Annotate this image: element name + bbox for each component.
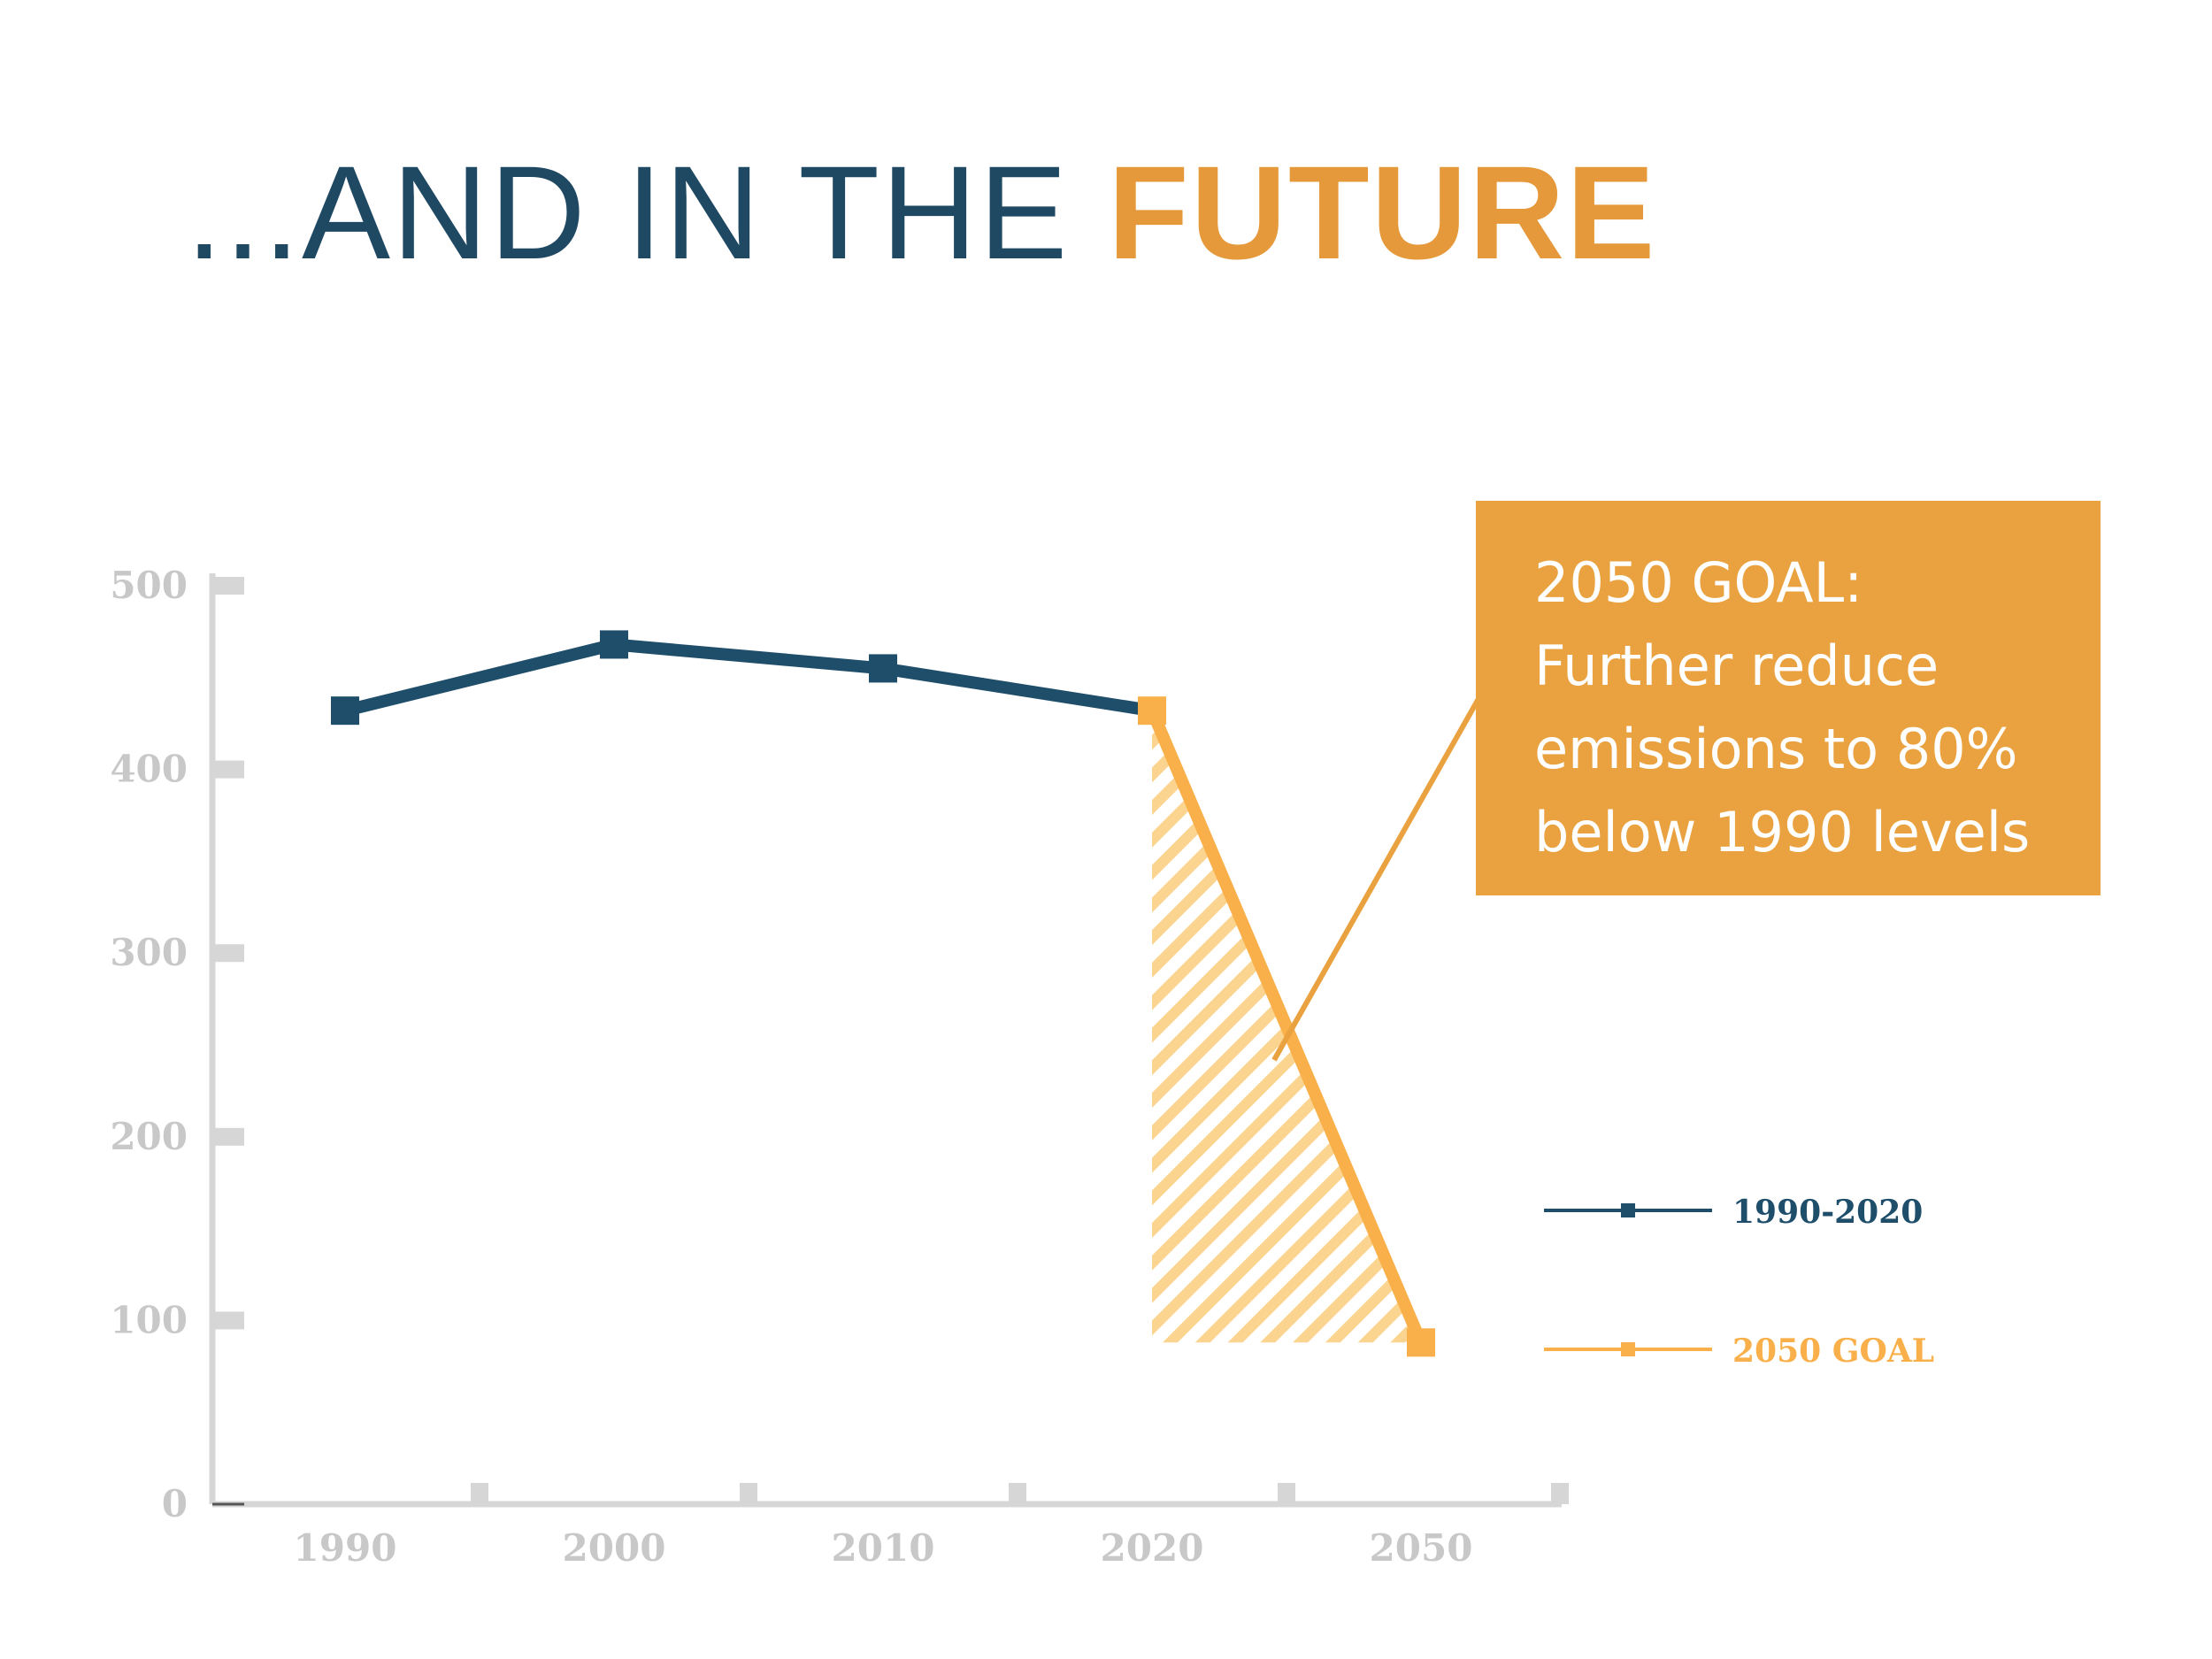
data-point-1990-2020	[869, 654, 897, 683]
data-point-2050-goal	[1407, 1328, 1435, 1357]
legend-label: 1990-2020	[1732, 1194, 1923, 1231]
page-title: ...AND IN THE FUTURE	[186, 142, 1656, 283]
x-tick-label: 1990	[294, 1526, 397, 1570]
y-tick-mark	[212, 1311, 244, 1330]
y-tick-label: 500	[110, 564, 188, 607]
callout-line-4: below 1990 levels	[1534, 800, 2031, 864]
x-tick-mark	[740, 1483, 757, 1504]
y-tick-label: 200	[110, 1115, 188, 1158]
series-line-1990-2020	[343, 638, 1154, 718]
callout-pointer	[1271, 695, 1482, 1062]
y-tick-label: 300	[110, 931, 188, 974]
data-point-2050-goal	[1138, 696, 1166, 726]
data-point-1990-2020	[331, 696, 359, 726]
y-tick-label: 0	[162, 1482, 188, 1525]
axes: 500 400 300 200 100 0 1990 2000 2010 2020 2050	[110, 564, 1569, 1570]
y-tick-mark	[212, 1127, 244, 1146]
y-tick-mark	[212, 944, 244, 963]
legend: 1990-2020 2050 GOAL	[1544, 1194, 1934, 1370]
series-lines	[331, 630, 1435, 1357]
x-tick-mark	[1278, 1483, 1295, 1504]
x-tick-mark	[1009, 1483, 1026, 1504]
callout-line-2: Further reduce	[1534, 634, 1939, 698]
y-tick-mark	[212, 760, 244, 779]
data-point-1990-2020	[600, 630, 628, 659]
legend-label: 2050 GOAL	[1732, 1333, 1934, 1370]
x-tick-label: 2010	[832, 1526, 935, 1570]
callout-line-1: 2050 GOAL:	[1534, 550, 1863, 615]
title-part-2: FUTURE	[1108, 138, 1657, 287]
y-tick-label: 400	[110, 748, 188, 791]
title-part-1: ...AND IN THE	[186, 138, 1109, 287]
y-tick-label: 100	[110, 1298, 188, 1341]
y-tick-mark	[212, 577, 244, 595]
x-tick-label: 2000	[563, 1526, 666, 1570]
goal-callout-box: 2050 GOAL: Further reduce emissions to 8…	[1476, 501, 2101, 895]
legend-swatch-marker	[1621, 1203, 1635, 1217]
callout-pointer-line	[1271, 695, 1482, 1062]
legend-swatch-marker	[1621, 1342, 1635, 1356]
x-tick-mark	[471, 1483, 488, 1504]
x-tick-label: 2050	[1370, 1526, 1473, 1570]
callout-line-3: emissions to 80%	[1534, 717, 2018, 781]
x-tick-label: 2020	[1101, 1526, 1204, 1570]
x-tick-mark	[1551, 1483, 1569, 1504]
series-line-2050-goal	[1146, 708, 1427, 1346]
